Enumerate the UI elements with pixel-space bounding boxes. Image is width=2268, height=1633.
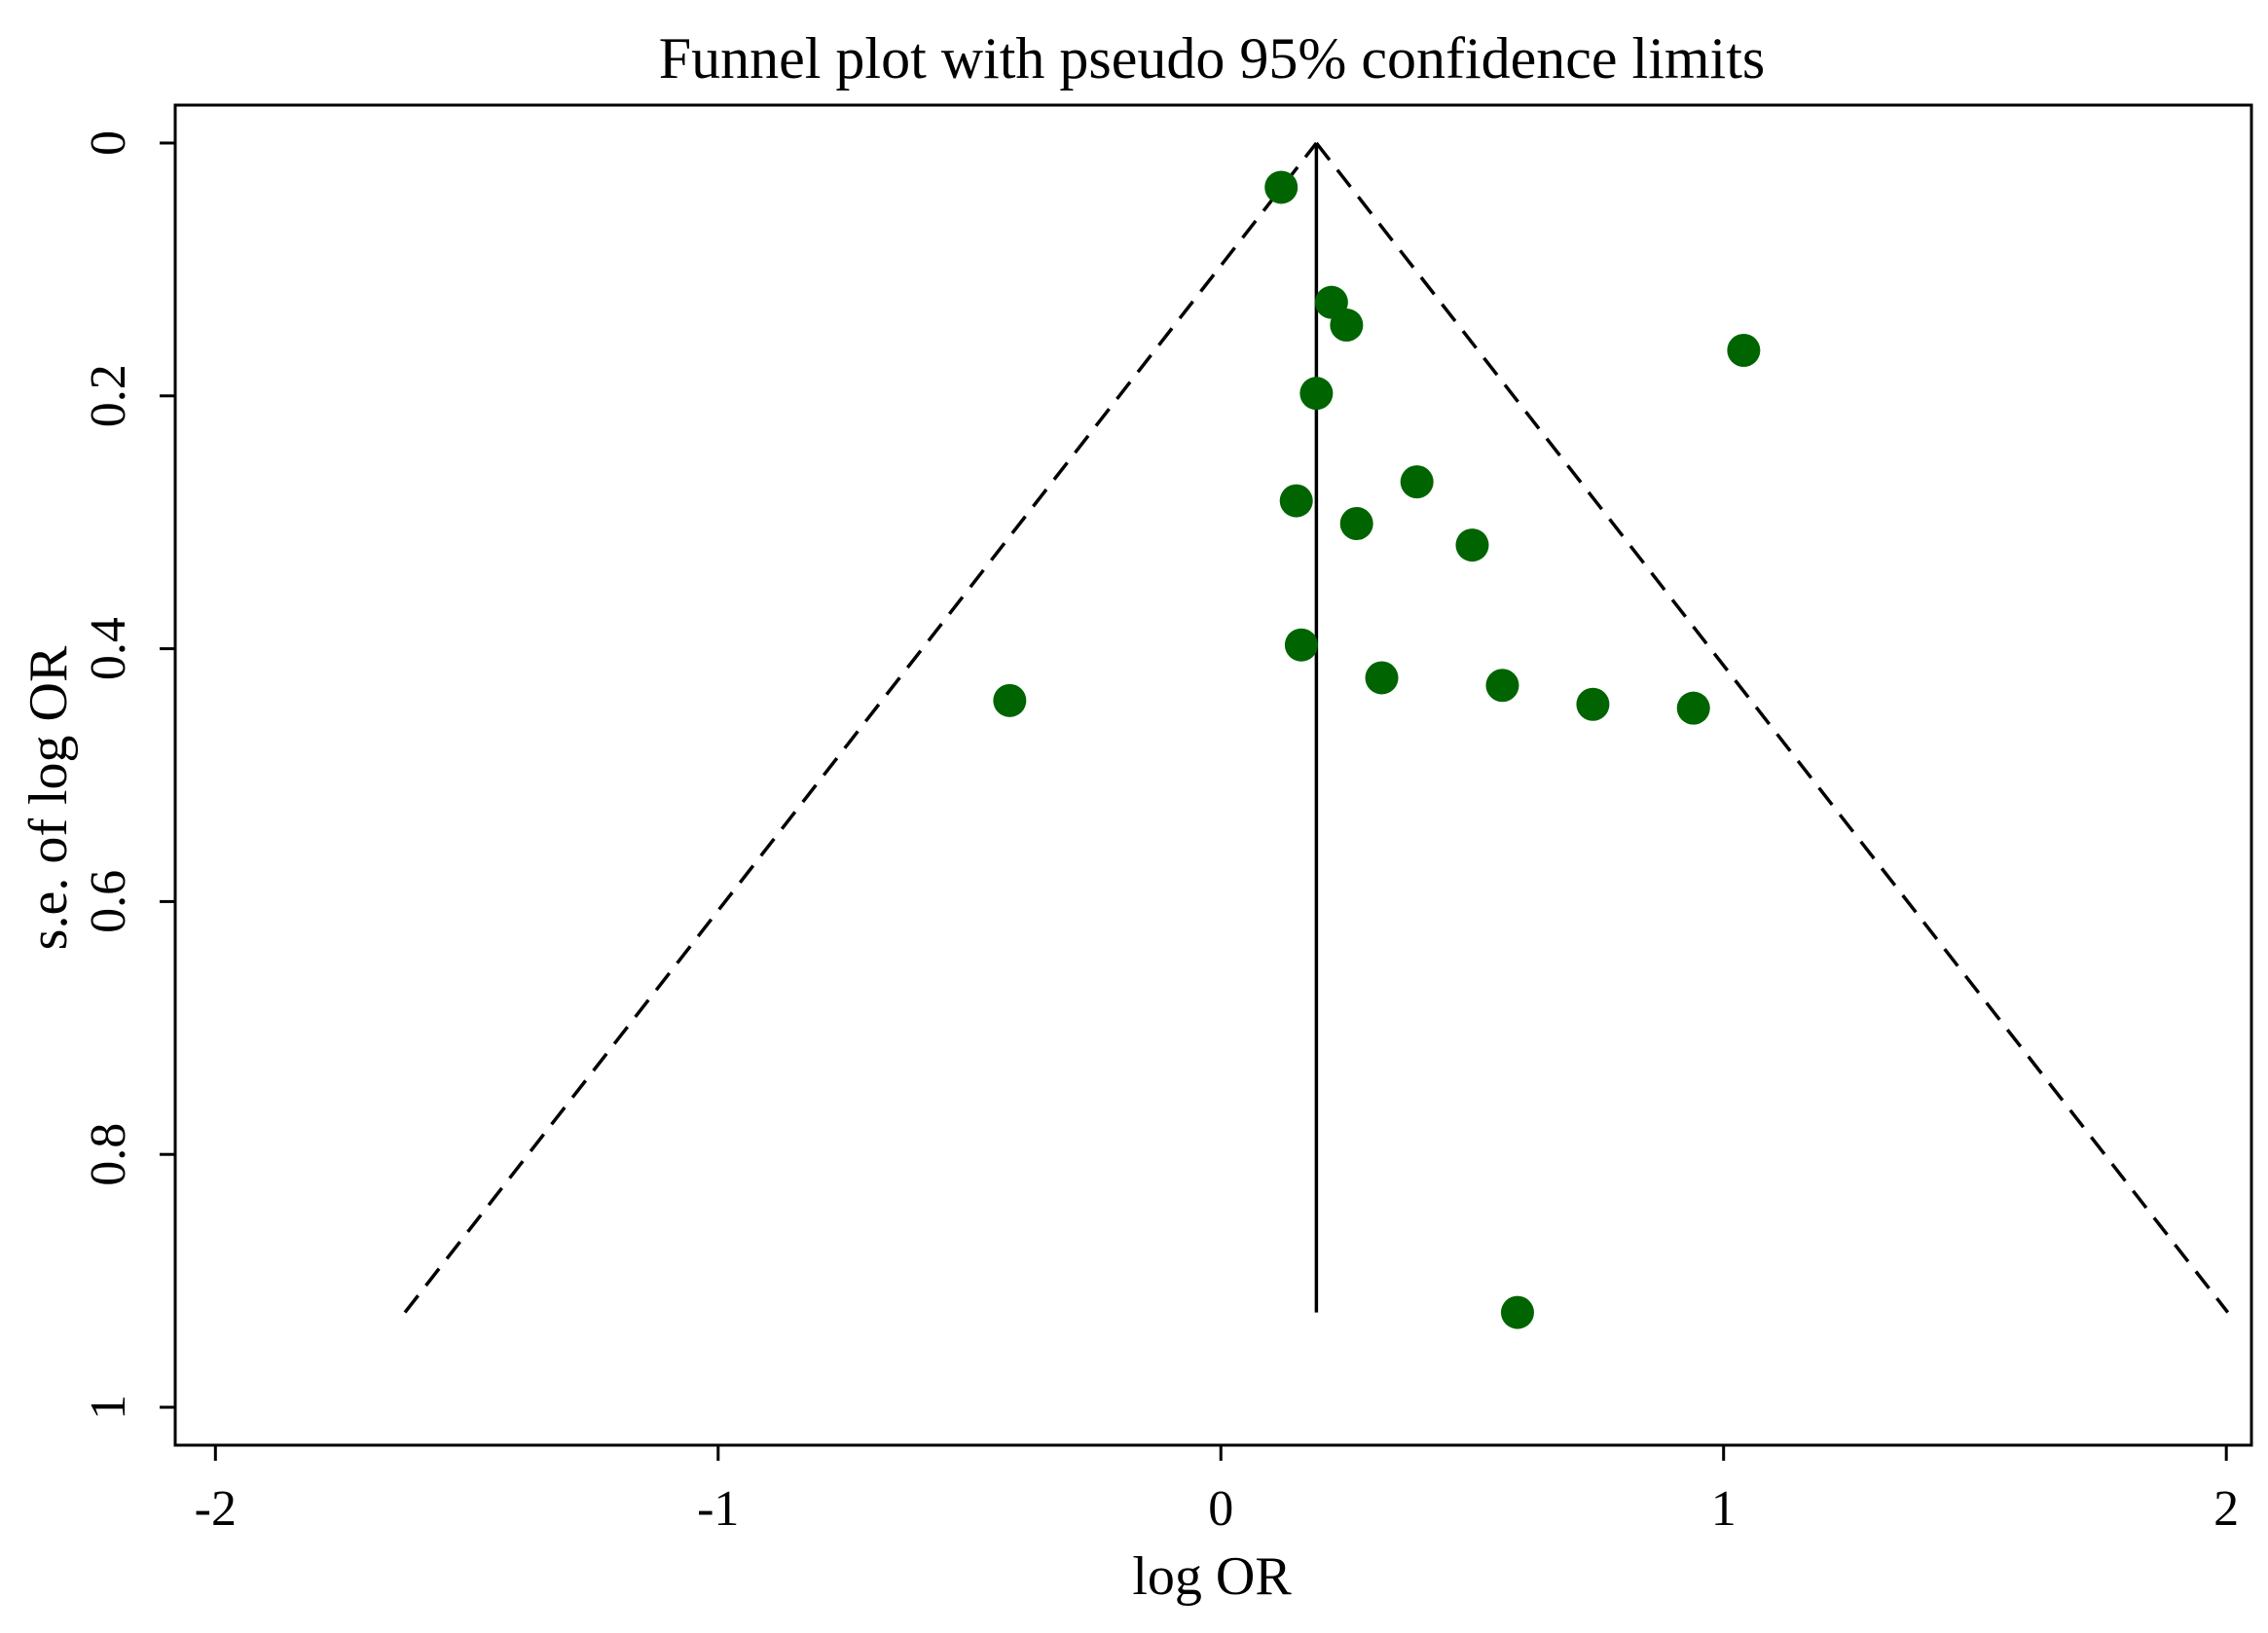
study-point [1576, 687, 1610, 721]
study-point [1330, 308, 1364, 343]
lower-ci-line [403, 141, 1318, 1314]
data-points [993, 170, 1761, 1329]
x-tick-label: -1 [697, 1481, 739, 1537]
study-point [1284, 628, 1318, 662]
study-point [1299, 377, 1334, 411]
x-tick-label: -2 [195, 1481, 237, 1537]
study-point [1400, 465, 1434, 499]
x-tick-label: 1 [1711, 1481, 1737, 1537]
study-point [1727, 334, 1761, 368]
y-axis: 0 0.2 0.4 0.6 0.8 1 [81, 130, 175, 1420]
funnel-lines [403, 141, 2230, 1314]
x-axis-label: log OR [1132, 1546, 1292, 1607]
study-point [1455, 528, 1489, 562]
y-tick-label: 0.6 [81, 870, 136, 933]
study-point [1339, 506, 1373, 540]
x-tick-label: 2 [2213, 1481, 2239, 1537]
study-point [1676, 691, 1710, 725]
y-tick-label: 0.4 [81, 617, 136, 680]
y-tick-label: 0.8 [81, 1123, 136, 1186]
y-tick-label: 0 [81, 130, 136, 156]
y-tick-label: 1 [81, 1395, 136, 1420]
upper-ci-line [1314, 141, 2230, 1314]
y-tick-label: 0.2 [81, 364, 136, 427]
x-axis: -2 -1 0 1 2 [195, 1445, 2239, 1537]
chart-title: Funnel plot with pseudo 95% confidence l… [659, 26, 1766, 91]
study-point [1264, 170, 1299, 204]
study-point [993, 683, 1027, 717]
x-tick-label: 0 [1208, 1481, 1233, 1537]
study-point [1485, 669, 1519, 703]
plot-frame [173, 103, 2253, 1447]
study-point [1365, 661, 1399, 695]
study-point [1500, 1295, 1534, 1329]
study-point [1279, 484, 1313, 518]
y-axis-label: s.e. of log OR [18, 645, 79, 950]
